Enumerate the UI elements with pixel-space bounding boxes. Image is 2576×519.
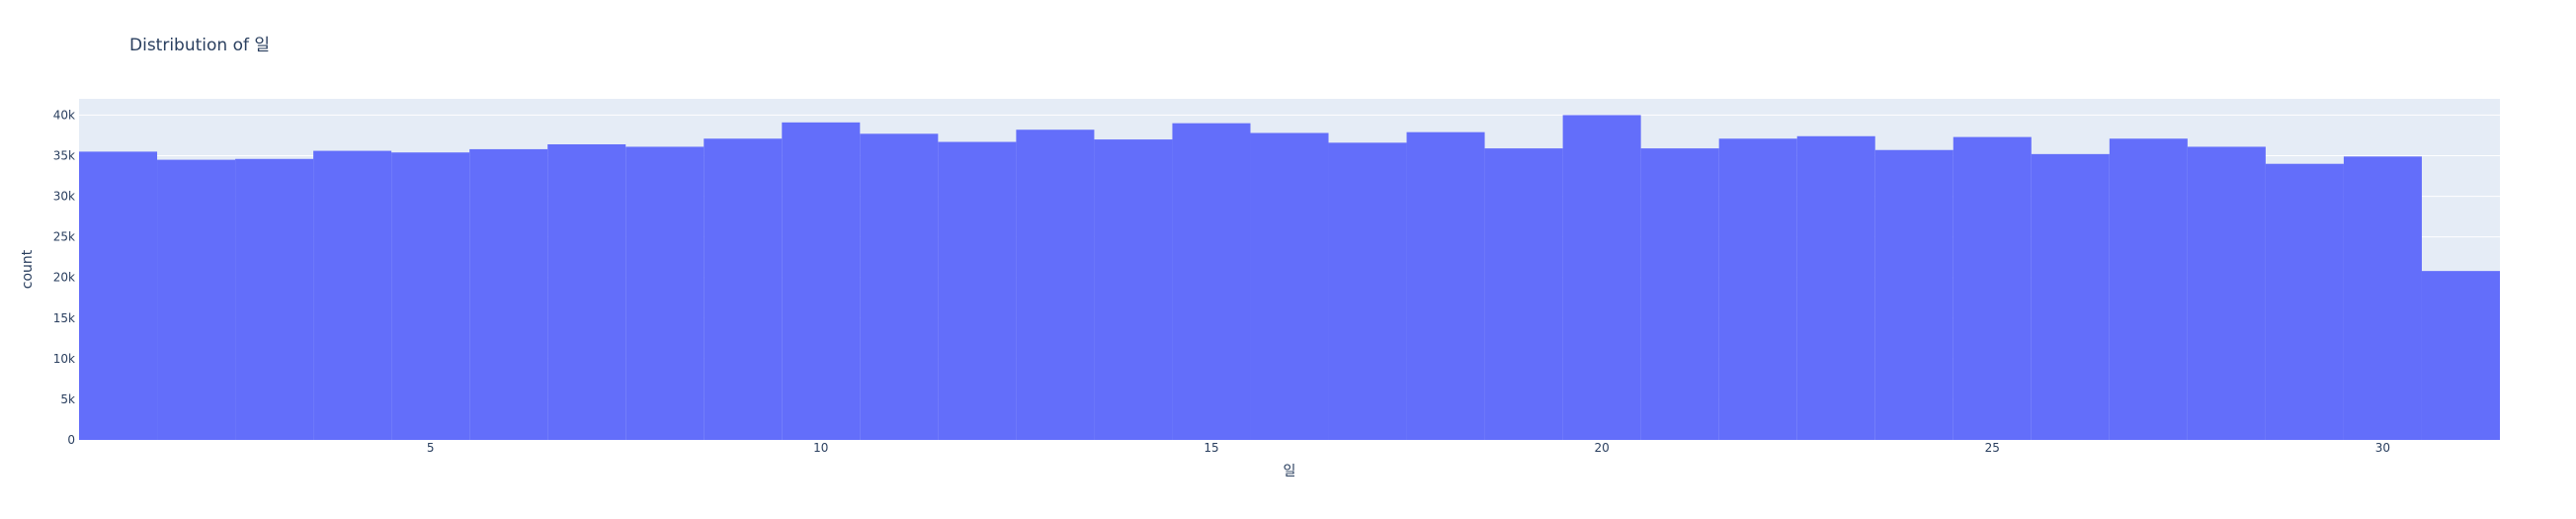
x-axis-label: 일	[1284, 464, 1296, 479]
y-tick-label: 35k	[53, 149, 75, 163]
y-tick-label: 10k	[53, 352, 75, 366]
x-tick-label: 30	[2375, 441, 2390, 455]
bars	[79, 115, 2500, 441]
histogram-bar	[625, 146, 705, 440]
chart-title: Distribution of 일	[129, 36, 271, 55]
histogram-bar	[860, 133, 939, 441]
y-tick-label: 40k	[53, 108, 75, 122]
histogram-bar	[1484, 148, 1563, 440]
x-tick-label: 15	[1204, 441, 1218, 455]
histogram-bar	[2343, 156, 2422, 441]
histogram-bar	[547, 144, 626, 440]
histogram-bar	[704, 138, 783, 440]
histogram-bar	[1562, 115, 1641, 440]
y-axis-label: count	[20, 249, 36, 289]
x-tick-label: 5	[427, 441, 435, 455]
y-tick-label: 0	[67, 433, 75, 447]
y-tick-label: 25k	[53, 230, 75, 244]
histogram-bar	[1328, 142, 1407, 440]
histogram-bar	[1172, 123, 1251, 441]
x-axis-ticks: 5 10 15 20 25 30	[427, 441, 2390, 455]
histogram-bar	[1796, 135, 1875, 441]
x-tick-label: 25	[1985, 441, 2000, 455]
histogram-bar	[469, 148, 548, 440]
histogram-bar	[1406, 131, 1485, 440]
histogram-bar	[1016, 130, 1095, 440]
x-tick-label: 20	[1594, 441, 1609, 455]
y-tick-label: 30k	[53, 190, 75, 204]
histogram-bar	[391, 152, 470, 440]
y-axis-ticks: 0 5k 10k 15k 20k 25k 30k 35k 40k	[53, 108, 75, 447]
histogram-bar	[235, 158, 314, 441]
histogram-bar	[1094, 139, 1173, 441]
histogram-bar	[79, 151, 158, 440]
histogram-bar	[313, 150, 392, 441]
histogram-bar	[157, 159, 236, 440]
histogram-bar	[1953, 136, 2032, 440]
histogram-bar	[1250, 132, 1329, 440]
histogram-bar	[2265, 163, 2344, 440]
histogram-bar	[2187, 146, 2266, 440]
histogram-bar	[1874, 149, 1953, 440]
histogram-bar	[1718, 138, 1797, 440]
histogram-bar	[2421, 271, 2500, 440]
x-tick-label: 10	[813, 441, 828, 455]
histogram-bar	[2031, 153, 2110, 440]
y-tick-label: 5k	[60, 392, 75, 406]
y-tick-label: 20k	[53, 271, 75, 285]
histogram-bar	[782, 122, 861, 441]
histogram-bar	[2109, 138, 2188, 440]
y-tick-label: 15k	[53, 311, 75, 325]
histogram-bar	[1640, 148, 1719, 440]
histogram-bar	[938, 141, 1017, 441]
